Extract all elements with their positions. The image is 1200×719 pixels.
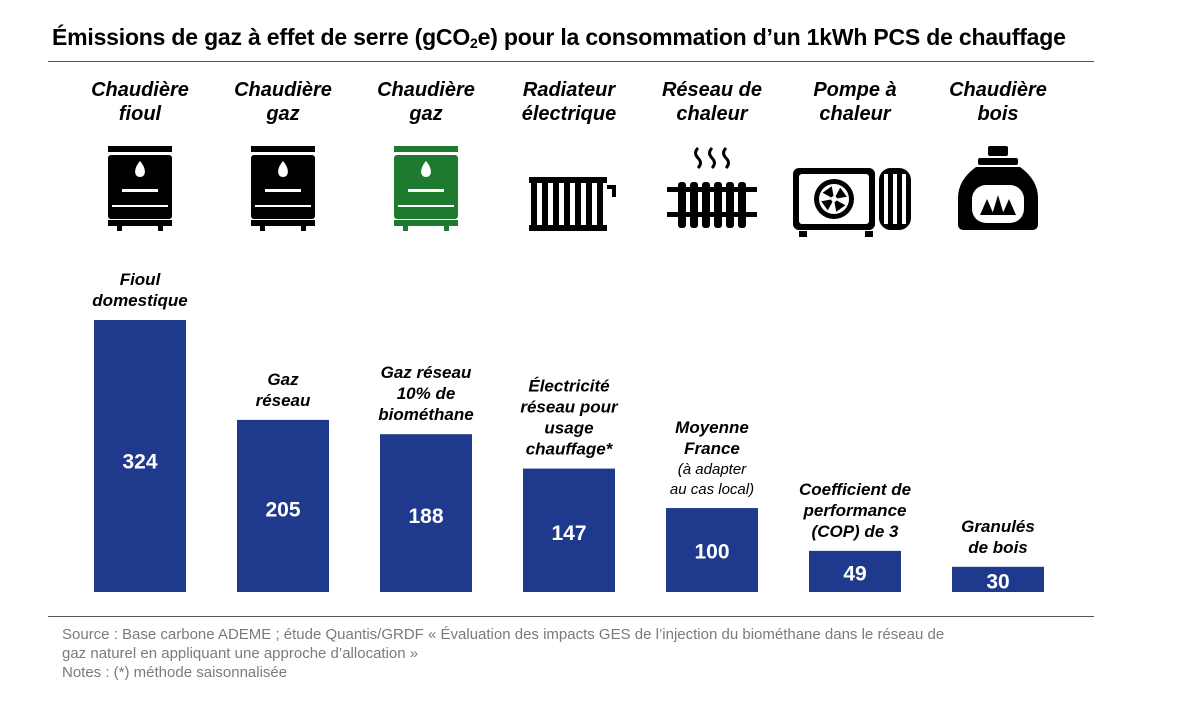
bar (237, 419, 329, 592)
category-label: Chaudière gaz (377, 79, 475, 125)
value-label: 205 (265, 498, 300, 521)
heat-pump-icon (793, 168, 911, 237)
value-label: 188 (408, 505, 443, 528)
value-label: 30 (986, 570, 1009, 593)
bar-label: Fioul domestique (92, 270, 187, 310)
heat-network-radiator-icon (667, 146, 757, 228)
category-label: Chaudière fioul (91, 79, 189, 125)
source-line-2: gaz naturel en appliquant une approche d… (62, 645, 419, 662)
bar-label: Granulés de bois (961, 517, 1035, 557)
source-line-1: Source : Base carbone ADEME ; étude Quan… (62, 626, 945, 643)
value-label: 147 (551, 522, 586, 545)
footer-rule (48, 616, 1094, 617)
category-label: Chaudière gaz (234, 79, 332, 125)
boiler-green-icon (394, 146, 458, 231)
bar (809, 550, 901, 592)
chart-title: Émissions de gaz à effet de serre (gCO2e… (52, 24, 1066, 51)
electric-radiator-icon (529, 177, 616, 231)
bar (523, 468, 615, 592)
bar-note: (à adapter au cas local) (670, 461, 754, 498)
category-label: Radiateur électrique (522, 79, 617, 125)
bar (94, 320, 186, 592)
category-label: Réseau de chaleur (662, 79, 762, 125)
footer: Source : Base carbone ADEME ; étude Quan… (62, 625, 1192, 682)
bar-label: Gaz réseau (256, 370, 311, 410)
value-label: 100 (694, 541, 729, 564)
value-label: 49 (843, 562, 866, 585)
bar-label: Gaz réseau 10% de biométhane (378, 363, 473, 424)
bar-label: Moyenne France (675, 418, 749, 458)
notes-line: Notes : (*) méthode saisonnalisée (62, 664, 288, 681)
boiler-icon (251, 146, 315, 231)
category-label: Pompe à chaleur (813, 79, 896, 125)
bar (666, 508, 758, 592)
category-label: Chaudière bois (949, 79, 1047, 125)
value-label: 324 (122, 450, 157, 473)
bar-label: Électricité réseau pour usage chauffage* (520, 377, 619, 459)
bar-label: Coefficient de performance (COP) de 3 (799, 480, 911, 541)
boiler-icon (108, 146, 172, 231)
bar (952, 566, 1044, 592)
bar (380, 434, 472, 592)
title-rule (48, 61, 1094, 62)
wood-boiler-icon (958, 146, 1038, 230)
